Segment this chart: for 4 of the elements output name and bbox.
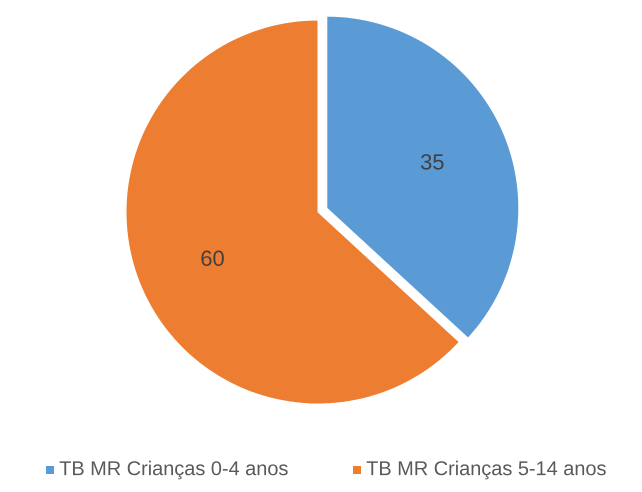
- data-label: 35: [420, 154, 444, 170]
- data-label: 60: [201, 250, 224, 266]
- legend-label: TB MR Crianças 0-4 anos: [60, 460, 288, 480]
- legend-label: TB MR Crianças 5-14 anos: [366, 460, 606, 480]
